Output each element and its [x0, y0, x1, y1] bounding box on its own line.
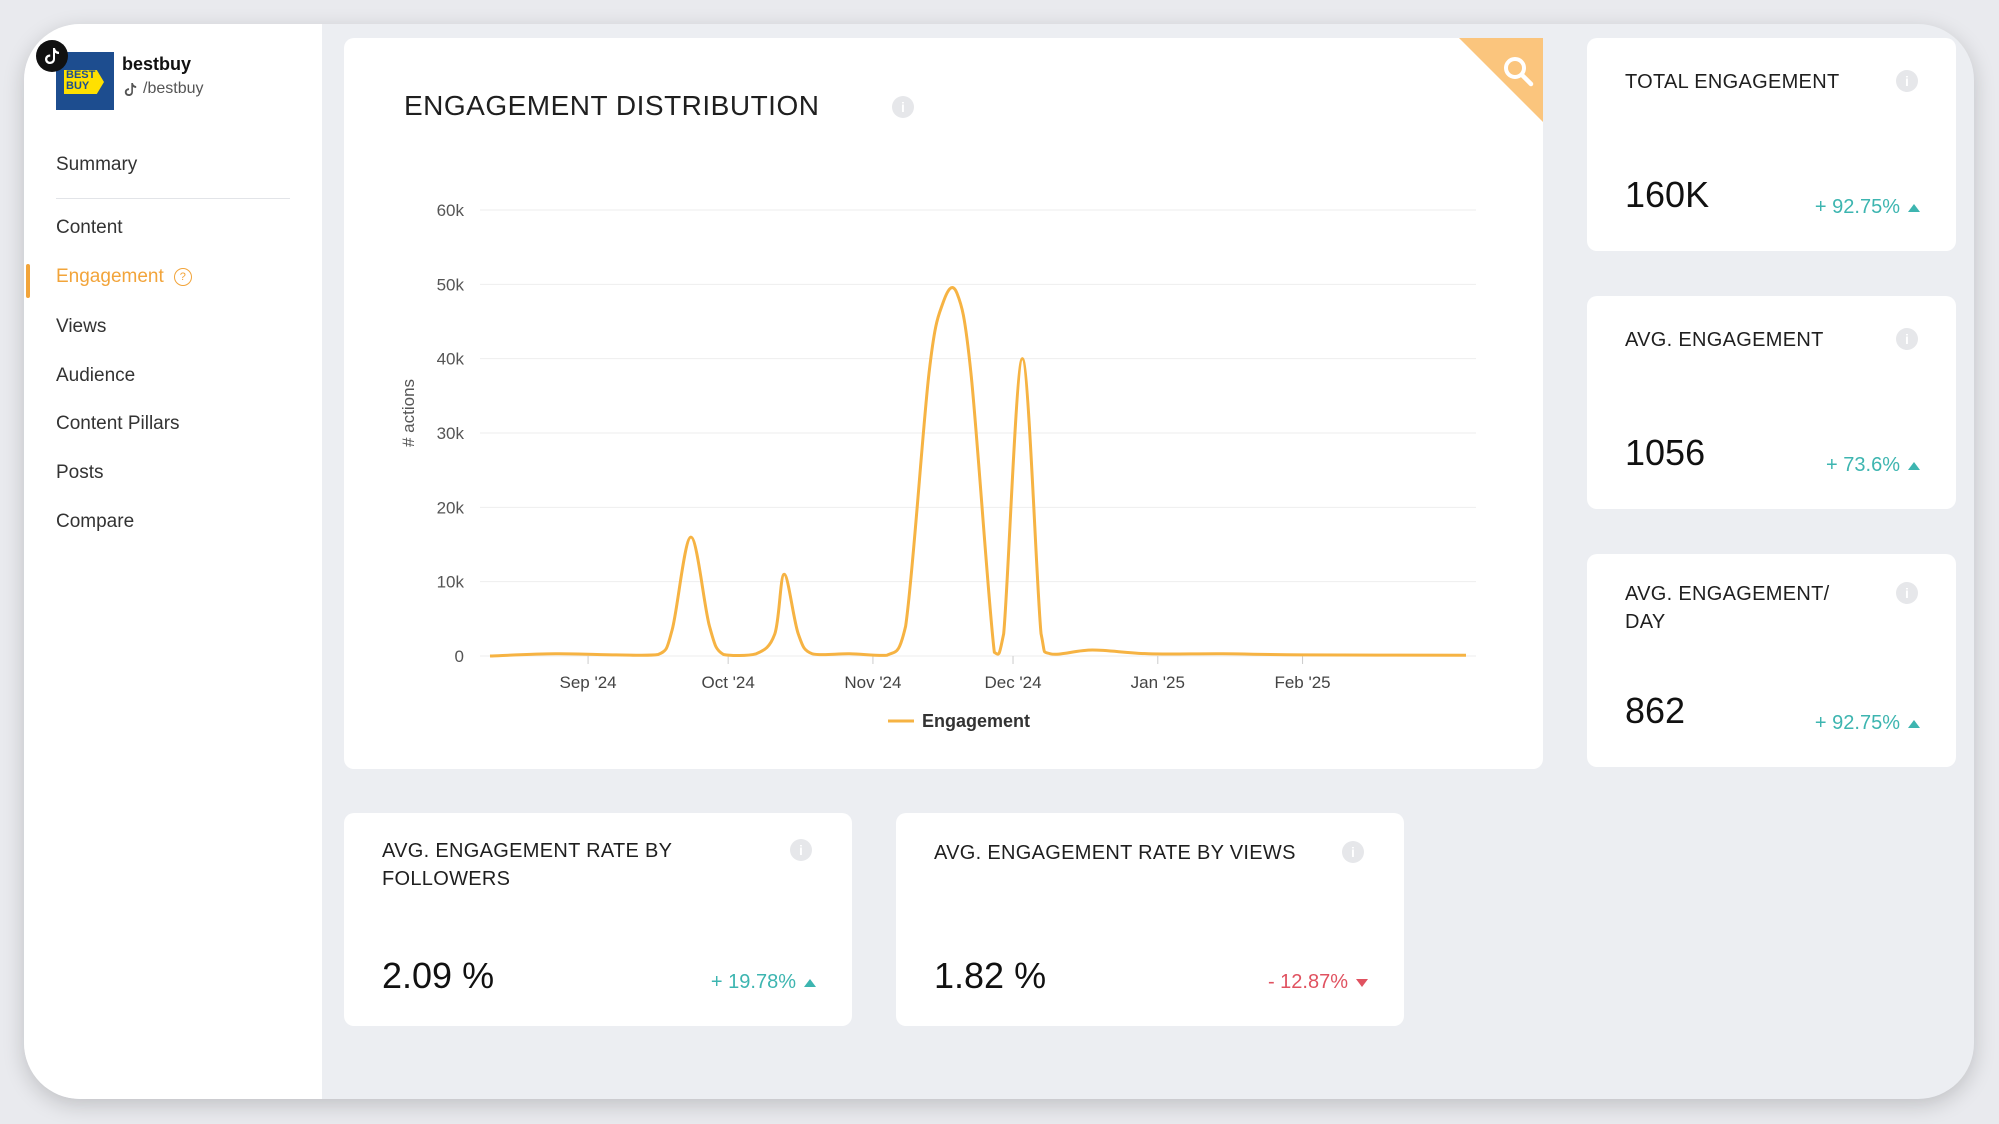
series-line-engagement	[489, 286, 1467, 658]
legend-label: Engagement	[922, 711, 1030, 731]
chart-info-icon[interactable]: i	[892, 96, 914, 118]
sidebar: BEST BUY bestbuy /bestbuy Summary Content…	[24, 24, 322, 1099]
help-icon[interactable]: ?	[173, 268, 192, 286]
x-tick-label: Oct '24	[701, 673, 754, 692]
total-engagement-card: TOTAL ENGAGEMENT i 160K + 92.75%	[1587, 38, 1956, 251]
total-engagement-value: 160K	[1625, 174, 1710, 215]
rate-views-card: AVG. ENGAGEMENT RATE BY VIEWS i 1.82 % -…	[896, 813, 1404, 1026]
nav-summary[interactable]: Summary	[56, 154, 138, 175]
tiktok-badge-icon	[36, 40, 68, 72]
trend-up-icon	[1908, 719, 1920, 728]
tiktok-icon	[124, 82, 137, 96]
x-tick-label: Feb '25	[1274, 673, 1330, 692]
info-icon[interactable]: i	[1896, 582, 1918, 604]
x-tick-label: Jan '25	[1131, 673, 1185, 692]
nav-views[interactable]: Views	[56, 316, 107, 337]
engagement-distribution-card: ENGAGEMENT DISTRIBUTION i 0 10k 20k 30k 40k 5…	[344, 38, 1543, 769]
app-window: BEST BUY bestbuy /bestbuy Summary Content…	[24, 24, 1974, 1099]
nav-content-pillars[interactable]: Content Pillars	[56, 413, 180, 434]
y-tick-label: 30k	[437, 424, 465, 443]
avg-engagement-change: + 73.6%	[1826, 454, 1920, 477]
rate-views-change: - 12.87%	[1268, 971, 1368, 994]
bestbuy-logo: BEST BUY	[56, 52, 114, 110]
info-icon[interactable]: i	[1342, 841, 1364, 863]
trend-up-icon	[1908, 203, 1920, 212]
avg-engagement-card: AVG. ENGAGEMENT i 1056 + 73.6%	[1587, 296, 1956, 509]
rate-followers-card: AVG. ENGAGEMENT RATE BY FOLLOWERS i 2.09…	[344, 813, 852, 1026]
total-engagement-title: TOTAL ENGAGEMENT	[1625, 71, 1840, 93]
trend-up-icon	[1908, 461, 1920, 470]
avg-engagement-day-title: AVG. ENGAGEMENT/ DAY	[1625, 583, 1830, 633]
nav-engagement[interactable]: Engagement?	[56, 266, 192, 288]
x-tick-label: Sep '24	[559, 673, 616, 692]
info-icon[interactable]: i	[790, 839, 812, 861]
account-name: bestbuy	[122, 54, 192, 74]
x-tick-label: Dec '24	[984, 673, 1041, 692]
info-icon[interactable]: i	[1896, 70, 1918, 92]
x-tick-label: Nov '24	[844, 673, 901, 692]
y-axis-label: # actions	[399, 379, 418, 447]
nav-content[interactable]: Content	[56, 217, 123, 238]
info-icon[interactable]: i	[1896, 328, 1918, 350]
nav-posts[interactable]: Posts	[56, 462, 104, 483]
nav-active-indicator	[26, 264, 30, 298]
avg-engagement-title: AVG. ENGAGEMENT	[1625, 329, 1824, 351]
chart-title: ENGAGEMENT DISTRIBUTION	[404, 90, 820, 121]
trend-down-icon	[1356, 978, 1368, 987]
avg-engagement-day-card: AVG. ENGAGEMENT/ DAY i 862 + 92.75%	[1587, 554, 1956, 767]
account-handle-text: /bestbuy	[143, 80, 204, 97]
trend-up-icon	[804, 978, 816, 987]
y-tick-label: 0	[455, 647, 464, 666]
nav-compare[interactable]: Compare	[56, 511, 135, 532]
y-tick-label: 40k	[437, 350, 465, 369]
rate-followers-change: + 19.78%	[711, 971, 816, 994]
avg-engagement-value: 1056	[1625, 432, 1706, 473]
nav-engagement-label: Engagement	[56, 266, 164, 287]
rate-followers-title: AVG. ENGAGEMENT RATE BY FOLLOWERS	[382, 840, 672, 890]
engagement-line-chart: 0 10k 20k 30k 40k 50k 60k Sep '24 Oct '24 Nov '24…	[399, 201, 1476, 731]
avg-engagement-day-change: + 92.75%	[1815, 712, 1920, 735]
search-icon[interactable]	[1501, 54, 1535, 88]
rate-views-value: 1.82 %	[934, 955, 1047, 996]
rate-followers-value: 2.09 %	[382, 955, 495, 996]
y-tick-label: 10k	[437, 573, 465, 592]
avg-engagement-day-value: 862	[1625, 690, 1686, 731]
y-tick-label: 20k	[437, 498, 465, 517]
y-tick-label: 60k	[437, 201, 465, 220]
total-engagement-change: + 92.75%	[1815, 196, 1920, 219]
nav-audience[interactable]: Audience	[56, 365, 136, 386]
account-handle: /bestbuy	[124, 80, 203, 98]
rate-views-title: AVG. ENGAGEMENT RATE BY VIEWS	[934, 842, 1296, 864]
nav-divider	[56, 198, 290, 199]
y-tick-label: 50k	[437, 275, 465, 294]
